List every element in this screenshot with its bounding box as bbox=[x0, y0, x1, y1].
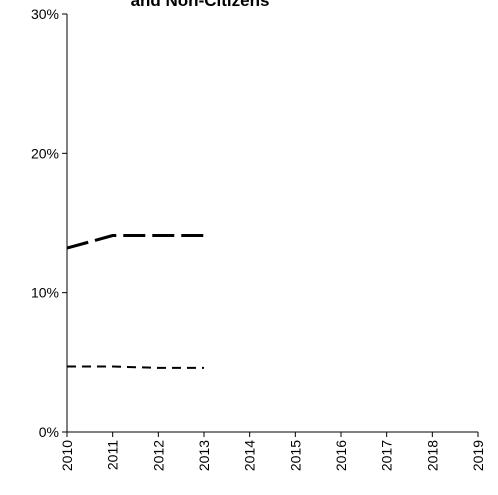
x-tick-label: 2012 bbox=[150, 440, 166, 471]
series-line-2 bbox=[67, 365, 204, 369]
y-tick-label: 10% bbox=[31, 285, 59, 301]
series-line-1 bbox=[66, 234, 204, 250]
x-tick-label: 2018 bbox=[424, 440, 440, 471]
y-tick-label: 20% bbox=[31, 145, 59, 161]
x-tick-label: 2019 bbox=[470, 440, 486, 471]
y-tick-label: 0% bbox=[39, 424, 59, 440]
x-tick-label: 2015 bbox=[287, 440, 303, 471]
chart-title: and Non-Citizens bbox=[131, 0, 270, 10]
x-tick-label: 2014 bbox=[242, 440, 258, 471]
axes bbox=[66, 14, 478, 433]
x-axis-ticks: 2010 2011 2012 2013 2014 2015 2016 2017 2018 2019 bbox=[59, 432, 486, 471]
x-tick-label: 2016 bbox=[333, 440, 349, 471]
y-axis-ticks: 0% 10% 20% 30% bbox=[31, 6, 67, 440]
x-tick-label: 2010 bbox=[59, 440, 75, 471]
x-tick-label: 2011 bbox=[105, 440, 121, 470]
x-tick-label: 2013 bbox=[196, 440, 212, 471]
series-lines bbox=[66, 234, 204, 369]
y-tick-label: 30% bbox=[31, 6, 59, 22]
x-tick-label: 2017 bbox=[379, 440, 395, 471]
